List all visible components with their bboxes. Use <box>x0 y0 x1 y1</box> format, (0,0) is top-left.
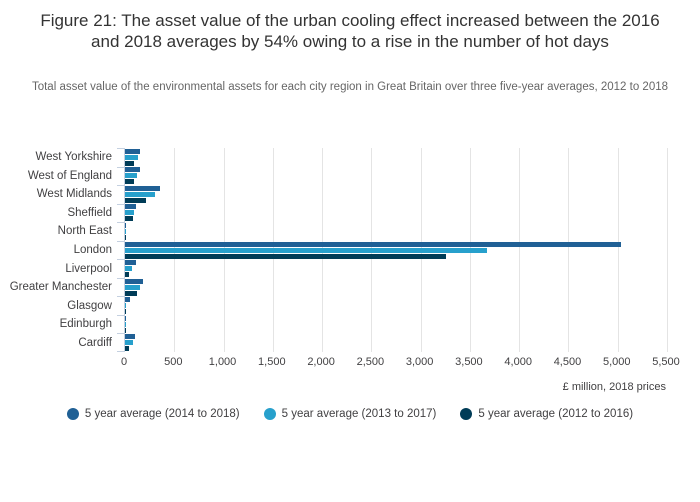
bar[interactable] <box>125 297 131 303</box>
x-axis-tick-label: 4,000 <box>504 356 532 368</box>
bar[interactable] <box>125 247 487 253</box>
bar-group <box>125 185 667 204</box>
bar[interactable] <box>125 253 447 259</box>
legend-dot-icon <box>263 408 276 420</box>
chart-title: Figure 21: The asset value of the urban … <box>40 11 660 51</box>
bar[interactable] <box>125 278 143 284</box>
y-axis-tick <box>117 240 125 242</box>
y-axis-tick <box>117 185 125 187</box>
legend-item[interactable]: 5 year average (2013 to 2017) <box>263 408 437 420</box>
category-label: West Midlands <box>36 188 112 201</box>
y-axis-tick <box>117 148 125 149</box>
bar[interactable] <box>125 148 140 154</box>
bar-group <box>125 148 667 167</box>
legend-label: 5 year average (2012 to 2016) <box>478 408 634 420</box>
bar[interactable] <box>125 173 137 179</box>
bar[interactable] <box>125 185 160 191</box>
legend-item[interactable]: 5 year average (2014 to 2018) <box>66 408 240 420</box>
bar-group <box>125 333 667 352</box>
x-axis-tick-label: 4,500 <box>553 356 582 368</box>
category-label: Glasgow <box>67 299 112 312</box>
x-axis-tick-label: 2,500 <box>356 356 385 368</box>
bar[interactable] <box>125 346 130 352</box>
category-label: Greater Manchester <box>9 281 112 294</box>
legend-dot-icon <box>66 408 79 420</box>
legend-dot-icon <box>460 408 473 420</box>
bar[interactable] <box>125 260 136 266</box>
bar-group <box>125 241 667 260</box>
y-axis-tick <box>117 203 125 205</box>
x-axis-tick-label: 1,000 <box>208 356 237 368</box>
bar-group <box>125 167 667 186</box>
gridline <box>519 148 521 352</box>
y-axis-tick <box>117 259 125 261</box>
bar[interactable] <box>125 272 129 278</box>
gridline <box>667 148 668 352</box>
x-axis-tick-label: 5,500 <box>652 356 680 368</box>
y-axis-tick <box>117 166 125 168</box>
bar[interactable] <box>125 266 133 272</box>
bar[interactable] <box>125 210 134 216</box>
legend-item[interactable]: 5 year average (2012 to 2016) <box>460 408 633 420</box>
category-label: West Yorkshire <box>35 151 113 164</box>
category-label: Cardiff <box>78 336 112 349</box>
bar[interactable] <box>125 284 140 290</box>
x-axis: 0 500 1,000 1,500 2,000 2,500 3,000 3,500 4,000 4… <box>120 356 680 370</box>
category-label: Edinburgh <box>59 318 112 331</box>
bar[interactable] <box>125 241 621 247</box>
x-axis-tick-label: 2,000 <box>307 356 335 368</box>
bar[interactable] <box>125 197 147 203</box>
y-axis-tick <box>117 333 125 335</box>
y-axis-tick <box>117 296 125 298</box>
category-label: North East <box>57 225 112 238</box>
legend: 5 year average (2014 to 2018) 5 year aver… <box>0 408 700 420</box>
y-axis-tick <box>117 314 125 316</box>
y-axis-tick <box>117 222 125 224</box>
plot-area <box>117 148 668 352</box>
bar[interactable] <box>125 216 133 222</box>
category-label: London <box>73 244 112 256</box>
legend-label: 5 year average (2013 to 2017) <box>281 408 437 420</box>
legend-label: 5 year average (2014 to 2018) <box>84 408 240 420</box>
chart-subtitle: Total asset value of the environmental a… <box>31 81 669 93</box>
x-axis-tick-label: 3,500 <box>455 356 483 368</box>
bar[interactable] <box>125 191 155 197</box>
bar[interactable] <box>125 204 136 210</box>
bar-group <box>125 259 667 278</box>
x-axis-tick-label: 1,500 <box>258 356 286 368</box>
category-label: Liverpool <box>65 262 112 275</box>
bar-rows <box>125 148 667 352</box>
bar-group <box>125 222 667 241</box>
x-axis-title: £ million, 2018 prices <box>562 381 666 393</box>
bar-group <box>125 278 667 297</box>
bar[interactable] <box>125 154 139 160</box>
category-label: Sheffield <box>67 206 112 219</box>
gridline <box>568 148 570 352</box>
x-axis-tick-label: 0 <box>120 356 128 368</box>
x-axis-tick-label: 500 <box>164 356 183 368</box>
gridline <box>617 148 619 352</box>
bar[interactable] <box>125 179 134 185</box>
bar[interactable] <box>125 334 135 340</box>
y-axis-labels: West Yorkshire West of England West Midlan… <box>0 148 112 352</box>
y-axis-tick <box>117 277 125 279</box>
y-axis-tick <box>117 351 125 352</box>
bar-group <box>125 204 667 223</box>
bar[interactable] <box>125 167 140 173</box>
x-axis-tick-label: 3,000 <box>405 356 434 368</box>
bar[interactable] <box>125 290 137 296</box>
bar[interactable] <box>125 160 135 166</box>
bar-group <box>125 315 667 334</box>
bar[interactable] <box>125 340 133 346</box>
x-axis-tick-label: 5,000 <box>602 356 631 368</box>
bar-group <box>125 296 667 315</box>
category-label: West of England <box>27 169 112 182</box>
